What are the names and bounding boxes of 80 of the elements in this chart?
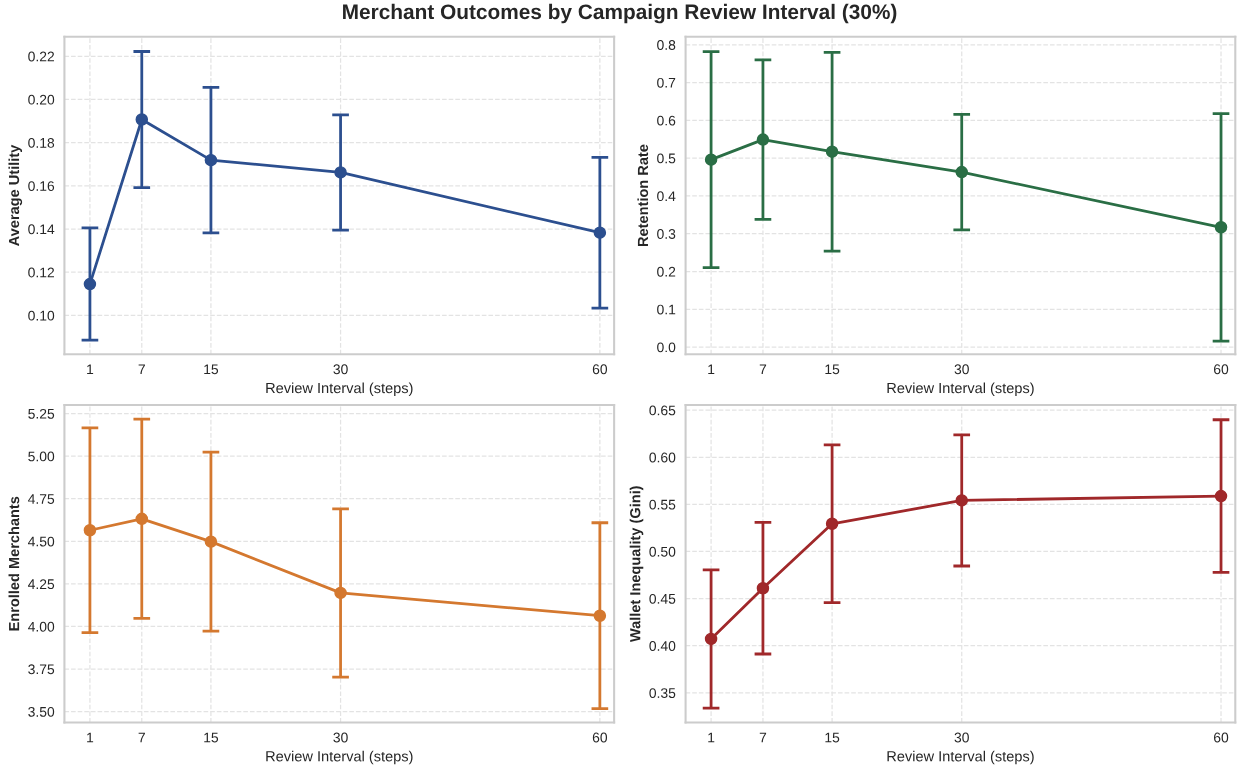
x-tick-label: 15 xyxy=(825,732,840,743)
point xyxy=(825,517,839,531)
x-tick-label: 1 xyxy=(708,364,715,375)
y-tick-label: 0.40 xyxy=(649,641,676,651)
y-tick-label: 4.50 xyxy=(28,536,55,547)
y-tick-label: 0.5 xyxy=(657,153,676,164)
y-tick-label: 0.20 xyxy=(28,94,55,105)
x-tick-label: 30 xyxy=(954,364,969,375)
y-tick-label: 0.55 xyxy=(649,499,676,510)
x-tick-label: 60 xyxy=(1214,732,1229,743)
y-tick-label: 0.35 xyxy=(649,688,676,698)
x-tick-label: 30 xyxy=(333,732,348,743)
y-tick-label: 0.65 xyxy=(649,405,676,416)
y-tick-label: 0.10 xyxy=(28,310,55,321)
x-tick-label: 7 xyxy=(759,364,767,375)
y-tick-label: 0.60 xyxy=(649,452,676,463)
y-tick-label: 0.16 xyxy=(28,181,55,191)
point xyxy=(593,226,607,239)
x-tick-label: 1 xyxy=(87,732,94,743)
point xyxy=(825,145,839,158)
point xyxy=(704,153,718,166)
point xyxy=(135,113,149,126)
x-tick-label: 15 xyxy=(204,364,219,375)
x-axis-title: Review Interval (steps) xyxy=(266,382,413,397)
y-axis-title: Retention Rate xyxy=(637,144,649,247)
point xyxy=(334,166,347,179)
y-tick-label: 0.3 xyxy=(657,229,676,239)
y-tick-label: 0.8 xyxy=(657,40,676,50)
y-tick-label: 0.45 xyxy=(649,593,676,604)
point xyxy=(204,535,218,548)
y-tick-label: 0.14 xyxy=(28,224,55,235)
y-tick-label: 0.4 xyxy=(657,191,676,202)
y-tick-label: 0.7 xyxy=(657,77,676,88)
x-tick-label: 15 xyxy=(204,732,219,743)
chart-title: Merchant Outcomes by Campaign Review Interval (30%) xyxy=(343,3,897,24)
y-tick-label: 0.0 xyxy=(657,342,676,353)
y-tick-label: 0.18 xyxy=(28,137,55,148)
y-axis-title: Average Utility xyxy=(8,144,23,246)
y-tick-label: 0.6 xyxy=(657,115,676,126)
point xyxy=(955,165,968,179)
y-tick-label: 4.25 xyxy=(28,579,55,590)
y-axis-title: Wallet Inequality (Gini) xyxy=(629,486,644,643)
point xyxy=(334,586,347,600)
point xyxy=(593,609,607,622)
x-tick-label: 30 xyxy=(954,732,969,743)
point xyxy=(955,494,968,507)
x-tick-label: 1 xyxy=(87,364,94,375)
x-tick-label: 60 xyxy=(1214,364,1229,375)
y-tick-label: 0.12 xyxy=(28,267,55,278)
point xyxy=(83,277,97,291)
x-tick-label: 60 xyxy=(592,732,608,743)
x-tick-label: 60 xyxy=(592,364,608,375)
y-tick-label: 5.25 xyxy=(28,408,55,419)
point xyxy=(756,581,770,595)
x-tick-label: 7 xyxy=(759,732,767,743)
x-tick-label: 30 xyxy=(333,364,348,375)
x-tick-label: 15 xyxy=(825,364,840,375)
x-axis-title: Review Interval (steps) xyxy=(266,750,413,765)
y-tick-label: 0.50 xyxy=(649,546,676,557)
point xyxy=(204,153,218,167)
x-axis-title: Review Interval (steps) xyxy=(887,750,1034,765)
x-tick-label: 7 xyxy=(138,364,145,375)
point xyxy=(1214,221,1228,234)
y-tick-label: 3.50 xyxy=(28,706,55,717)
x-tick-label: 7 xyxy=(138,732,145,743)
y-tick-label: 0.22 xyxy=(28,51,55,62)
y-tick-label: 5.00 xyxy=(28,451,55,462)
point xyxy=(135,512,149,526)
point xyxy=(756,133,770,146)
x-axis-title: Review Interval (steps) xyxy=(887,382,1034,397)
y-axis-title: Enrolled Merchants xyxy=(8,496,20,631)
x-tick-label: 1 xyxy=(708,732,715,743)
y-tick-label: 0.1 xyxy=(657,304,676,315)
point xyxy=(1214,489,1228,503)
y-tick-label: 0.2 xyxy=(657,266,676,277)
point xyxy=(83,523,97,537)
y-tick-label: 4.75 xyxy=(28,494,55,504)
y-tick-label: 4.00 xyxy=(28,621,55,632)
y-tick-label: 3.75 xyxy=(28,664,55,675)
point xyxy=(704,632,718,646)
